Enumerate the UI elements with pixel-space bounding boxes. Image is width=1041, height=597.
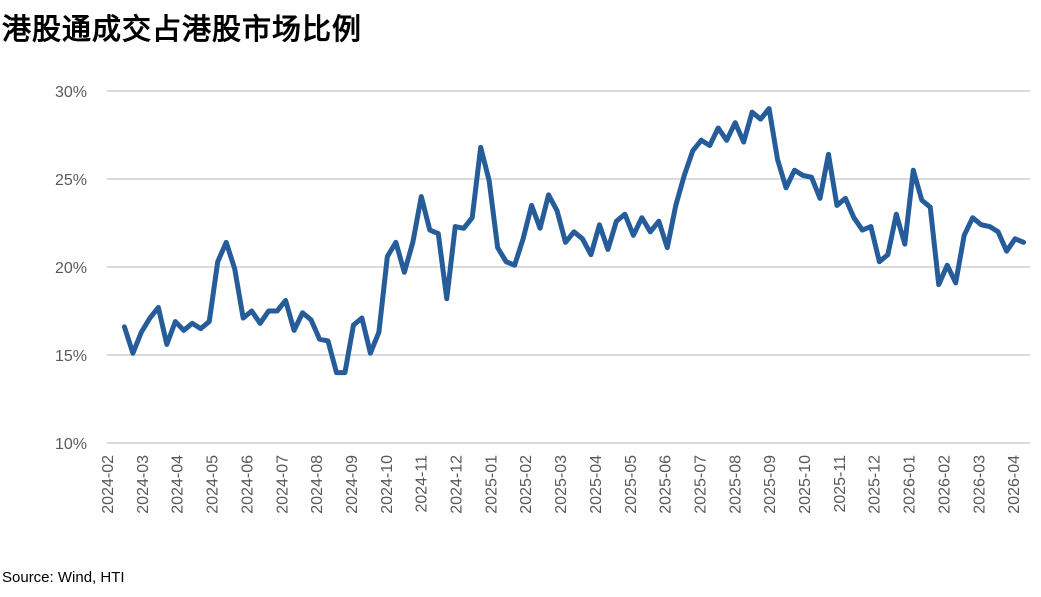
- chart-title: 港股通成交占港股市场比例: [2, 12, 363, 46]
- x-tick-label: 2025-12: [867, 455, 884, 514]
- x-tick-label: 2024-06: [239, 455, 256, 514]
- x-tick-label: 2024-03: [135, 455, 152, 514]
- y-tick-label: 15%: [55, 348, 87, 365]
- x-tick-label: 2024-12: [449, 455, 466, 514]
- x-tick-label: 2025-02: [518, 455, 535, 514]
- x-tick-label: 2026-01: [902, 455, 919, 514]
- x-tick-label: 2025-03: [553, 455, 570, 514]
- y-tick-label: 30%: [55, 84, 87, 101]
- x-tick-label: 2025-06: [658, 455, 675, 514]
- x-tick-label: 2025-08: [727, 455, 744, 514]
- chart-source: Source: Wind, HTI: [2, 569, 125, 586]
- x-tick-label: 2024-09: [344, 455, 361, 514]
- x-tick-label: 2026-04: [1006, 455, 1023, 514]
- x-tick-label: 2024-10: [379, 455, 396, 514]
- x-tick-label: 2024-11: [414, 455, 431, 513]
- x-tick-label: 2025-09: [762, 455, 779, 514]
- x-tick-label: 2025-07: [692, 455, 709, 514]
- x-tick-label: 2026-02: [936, 455, 953, 514]
- y-tick-label: 20%: [55, 260, 87, 277]
- y-tick-label: 10%: [55, 436, 87, 453]
- x-tick-label: 2024-04: [170, 455, 187, 514]
- x-tick-label: 2025-10: [797, 455, 814, 514]
- x-tick-label: 2025-11: [832, 455, 849, 513]
- x-tick-label: 2024-05: [205, 455, 222, 514]
- x-tick-label: 2024-08: [309, 455, 326, 514]
- x-tick-label: 2024-07: [274, 455, 291, 514]
- x-tick-label: 2025-05: [623, 455, 640, 514]
- x-tick-label: 2026-03: [971, 455, 988, 514]
- x-tick-label: 2025-04: [588, 455, 605, 514]
- x-tick-label: 2025-01: [483, 455, 500, 514]
- series-line: [121, 106, 1027, 376]
- y-tick-label: 25%: [55, 172, 87, 189]
- x-tick-label: 2024-02: [100, 455, 117, 514]
